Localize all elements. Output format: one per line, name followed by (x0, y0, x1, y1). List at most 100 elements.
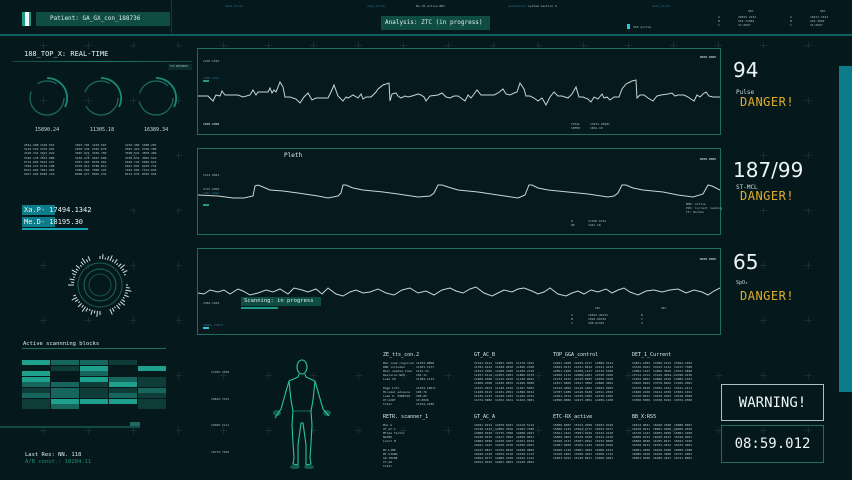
table-column: 14070.8181 14882.3910 14735.7000 14417.3… (495, 423, 514, 464)
table-column: 13821.1002 13330.9101 13082.1107 13712.2… (632, 361, 651, 402)
crosshair-mark (760, 97, 767, 104)
ecg-panel: 1210.1540 1580.1024 1820.2000 0000.0000 … (197, 48, 721, 135)
scan-block (22, 371, 50, 376)
scan-block (109, 376, 137, 382)
crosshair-mark (85, 42, 92, 49)
table-column: 15800.9087 15800.1234 15021.2101 15800.2… (553, 423, 572, 460)
table-column: 11853.3109 11598.2810 11600.3380 11853.1… (495, 361, 514, 402)
crosshair-mark (580, 42, 587, 49)
scan-block (51, 382, 79, 387)
left-title: 188_TOP_X: REAL-TIME (24, 50, 109, 58)
scan-block (138, 365, 166, 371)
table-column: 12401.3208 12822.8131 12851.1000 12920.1… (553, 361, 572, 402)
header-divider (0, 34, 852, 36)
crosshair-mark (175, 262, 182, 269)
body-tick-2: 10840.7032 (211, 397, 230, 401)
crosshair-mark (130, 152, 137, 159)
legend-swatch (627, 24, 630, 29)
scan-block (138, 371, 166, 376)
body-tick-1: 13780.7048 (211, 370, 230, 374)
table-title: ZE_tts_con.2 (383, 352, 420, 358)
top-small-5: system section A (528, 4, 557, 8)
crosshair-mark (175, 152, 182, 159)
table-column: 13302.1042 13217.7388 13017.3808 13390.2… (674, 361, 693, 402)
top-small-1: data_block (225, 4, 244, 8)
crosshair-mark (760, 317, 767, 324)
pulse-label: Pulse (736, 89, 755, 96)
table-title: TOP_GGA_control (553, 352, 599, 358)
crosshair-mark (130, 42, 137, 49)
scan-block (22, 404, 50, 409)
crosshair-mark (85, 427, 92, 434)
table-column: 11221.0121 11782.0142 11813.2309 11257.0… (474, 361, 493, 402)
crosshair-mark (580, 427, 587, 434)
table-row-labels: Max load required DND included Main upda… (383, 361, 414, 406)
crosshair-mark (490, 42, 497, 49)
side-scrollbar[interactable] (839, 66, 852, 392)
table-column: 15033.0120 15032.0177 15122.2120 15122.2… (595, 423, 614, 460)
crosshair-mark (40, 42, 47, 49)
crosshair-mark (535, 372, 542, 379)
timer-text: 08:59.012 (734, 436, 811, 452)
crosshair-mark (805, 97, 812, 104)
analysis-status-text: Analysis: ZTC (in progress) (385, 19, 483, 26)
crosshair-mark (760, 262, 767, 269)
crosshair-mark (310, 42, 317, 49)
scan-block (22, 365, 50, 371)
me-d-text: Me.D- 18195.30 (24, 218, 84, 226)
crosshair-mark (355, 427, 362, 434)
scan-block (80, 404, 108, 409)
bp-status: DANGER! (740, 189, 795, 203)
spo2-status: DANGER! (740, 289, 795, 303)
crosshair-mark (130, 262, 137, 269)
table-column: 13300.1012 13223.1212 13809.3810 13120.4… (653, 361, 672, 402)
crosshair-mark (670, 372, 677, 379)
top-small-4: parameters (508, 4, 527, 8)
crosshair-mark (580, 372, 587, 379)
crosshair-mark (310, 427, 317, 434)
crosshair-mark (265, 372, 272, 379)
crosshair-mark (85, 207, 92, 214)
crosshair-mark (760, 372, 767, 379)
crosshair-mark (535, 427, 542, 434)
warning-text: WARNING! (738, 394, 807, 411)
table-title: DET_1_Current (632, 352, 672, 358)
crosshair-mark (85, 152, 92, 159)
crosshair-mark (805, 207, 812, 214)
gauge-data-column: 1658.287 2769.398 3870.409 4981.510 5092… (142, 143, 157, 177)
xa-p-text: Xa.P- 17494.1342 (24, 206, 92, 214)
scan-block (51, 360, 79, 365)
scan-block (51, 371, 79, 376)
scan-block (80, 371, 108, 376)
patient-label[interactable]: Patient: GA_GX_con_188736 (36, 12, 170, 26)
scan-block (109, 387, 137, 393)
scan-block (138, 393, 166, 398)
scanning-status: Scanning: in progress (241, 297, 321, 306)
scan-block (51, 365, 79, 371)
scan-block (80, 376, 108, 382)
table-title: BB_X:RS5 (632, 414, 657, 420)
crosshair-mark (625, 372, 632, 379)
crosshair-mark (40, 427, 47, 434)
crosshair-mark (670, 42, 677, 49)
crosshair-mark (85, 97, 92, 104)
crosshair-mark (175, 372, 182, 379)
scan-block (22, 393, 50, 398)
crosshair-mark (130, 317, 137, 324)
crosshair-mark (805, 262, 812, 269)
spo2-label: SpO₂ (736, 280, 749, 286)
gauge-data-column: 1823.704 2910.336 3045.921 4156.275 5267… (75, 143, 90, 177)
left-title-underline (12, 61, 192, 62)
table-column: 11170.3101 11480.2108 11100.2130 11880.0… (516, 361, 535, 402)
radial-dial (68, 254, 132, 317)
spo2-wave-panel: 0000.0000 1382.1029 Scanning: in progres… (197, 248, 721, 335)
crosshair-mark (265, 427, 272, 434)
scan-block (138, 382, 166, 387)
scan-block (80, 365, 108, 371)
warning-box: WARNING! (721, 384, 824, 421)
crosshair-mark (760, 427, 767, 434)
scan-block (109, 393, 137, 398)
left-subtag: SYS RESOURCE (168, 64, 192, 70)
crosshair-mark (670, 427, 677, 434)
scan-block (109, 382, 137, 387)
